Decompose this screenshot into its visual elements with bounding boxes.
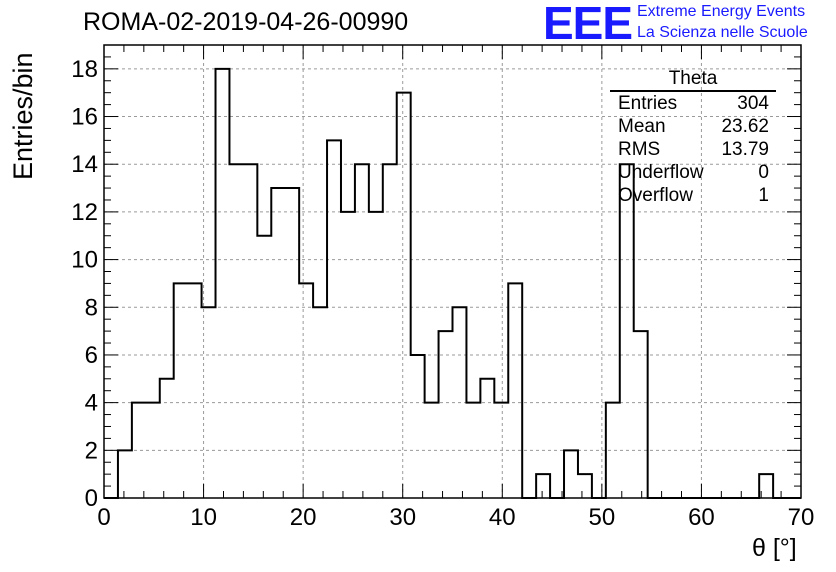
y-tick-label: 0	[85, 485, 98, 512]
histogram-bin	[355, 164, 369, 498]
stats-row: Entries 304	[610, 92, 776, 115]
histogram-bin	[271, 188, 285, 498]
histogram-bin	[174, 283, 188, 498]
x-axis-label: θ [°]	[752, 534, 797, 562]
stats-title: Theta	[610, 69, 776, 92]
stats-value: 1	[758, 185, 769, 206]
stats-label: Underflow	[618, 162, 704, 183]
x-tick-label: 10	[190, 504, 217, 531]
stats-row: Mean 23.62	[610, 115, 776, 138]
stats-row: Underflow 0	[610, 161, 776, 184]
histogram-bin	[285, 188, 299, 498]
histogram-bin	[160, 379, 174, 498]
histogram-bin	[383, 164, 397, 498]
stats-label: RMS	[618, 139, 661, 160]
y-tick-label: 8	[85, 294, 98, 321]
eee-logo: EEE	[543, 0, 633, 49]
histogram-bin	[229, 164, 243, 498]
stats-value: 13.79	[721, 139, 769, 160]
histogram-bin	[620, 164, 634, 498]
stats-value: 0	[758, 162, 769, 183]
x-tick-label: 40	[489, 504, 516, 531]
y-tick-label: 18	[71, 56, 98, 83]
histogram-bin	[508, 283, 522, 498]
y-tick-label: 4	[85, 390, 98, 417]
y-tick-label: 12	[71, 199, 98, 226]
y-axis-label: Entries/bin	[8, 52, 38, 180]
stats-label: Entries	[618, 93, 678, 114]
histogram-bin	[118, 450, 132, 498]
stats-value: 304	[737, 93, 769, 114]
histogram-bin	[327, 140, 341, 498]
y-tick-label: 16	[71, 104, 98, 131]
histogram-bin	[132, 403, 146, 498]
histogram-step-line	[104, 67, 801, 499]
histogram-bin	[578, 474, 592, 498]
histogram-bin	[188, 283, 202, 498]
histogram-bin	[411, 355, 425, 498]
y-tick-label: 2	[85, 437, 98, 464]
x-tick-label: 0	[97, 504, 110, 531]
stats-row: Overflow 1	[610, 184, 776, 207]
x-tick-label: 70	[788, 504, 815, 531]
logo-line-2: La Scienza nelle Scuole	[637, 24, 808, 41]
x-tick-label: 60	[688, 504, 715, 531]
histogram-bin	[480, 379, 494, 498]
y-tick-label: 6	[85, 342, 98, 369]
histogram-bin	[299, 283, 313, 498]
histogram-bin	[397, 93, 411, 498]
logo-line-1: Extreme Energy Events	[637, 3, 806, 20]
stats-label: Overflow	[618, 185, 693, 206]
x-tick-label: 30	[389, 504, 416, 531]
stats-value: 23.62	[721, 116, 769, 137]
stats-label: Mean	[618, 116, 666, 137]
chart-title: ROMA-02-2019-04-26-00990	[83, 8, 409, 36]
histogram-bin	[243, 164, 257, 498]
histogram-bin	[634, 331, 648, 498]
histogram-bin	[439, 331, 453, 498]
histogram-bin	[536, 474, 550, 498]
histogram-bin	[606, 403, 620, 498]
stats-row: RMS 13.79	[610, 138, 776, 161]
histogram-bin	[564, 450, 578, 498]
y-tick-label: 10	[71, 247, 98, 274]
histogram-bin	[216, 69, 230, 498]
stats-box: Theta Entries 304 Mean 23.62 RMS 13.79 U…	[610, 69, 776, 207]
histogram-steps	[104, 67, 801, 499]
x-tick-label: 50	[589, 504, 616, 531]
x-tick-label: 20	[290, 504, 317, 531]
histogram-bin	[257, 236, 271, 498]
y-tick-label: 14	[71, 151, 98, 178]
axes	[103, 44, 802, 499]
